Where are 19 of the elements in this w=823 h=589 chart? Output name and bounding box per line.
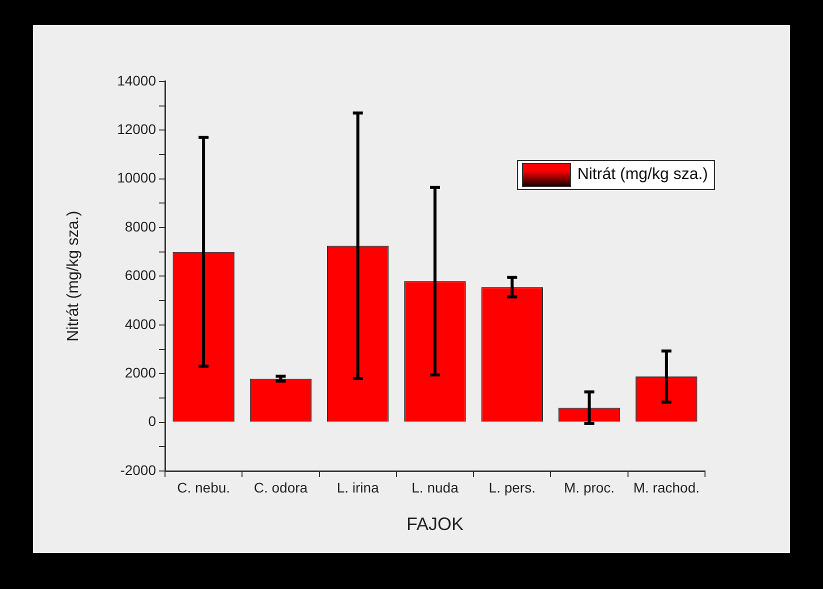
- y-tick-label: 8000: [124, 218, 156, 234]
- x-tick-label: C. nebu.: [177, 479, 230, 496]
- x-tick-label: M. proc.: [564, 479, 615, 496]
- x-tick-label: M. rachod.: [633, 479, 700, 496]
- y-tick-label: 12000: [117, 120, 156, 137]
- x-tick-label: L. irina: [336, 479, 380, 496]
- legend-label: Nitrát (mg/kg sza.): [577, 166, 708, 184]
- x-axis-title: FAJOK: [406, 514, 464, 534]
- y-axis-title: Nitrát (mg/kg sza.): [65, 210, 82, 342]
- y-tick-label: 14000: [117, 72, 156, 88]
- x-tick-label: L. pers.: [488, 479, 536, 496]
- y-tick-label: 4000: [124, 316, 156, 332]
- y-tick-label: 6000: [124, 267, 156, 284]
- y-tick-label: 0: [148, 413, 156, 430]
- x-tick-label: C. odora: [254, 479, 308, 496]
- x-tick-label: L. nuda: [412, 479, 459, 496]
- y-tick-label: -2000: [120, 462, 156, 478]
- y-tick-label: 10000: [117, 170, 156, 186]
- y-tick-label: 2000: [124, 364, 156, 380]
